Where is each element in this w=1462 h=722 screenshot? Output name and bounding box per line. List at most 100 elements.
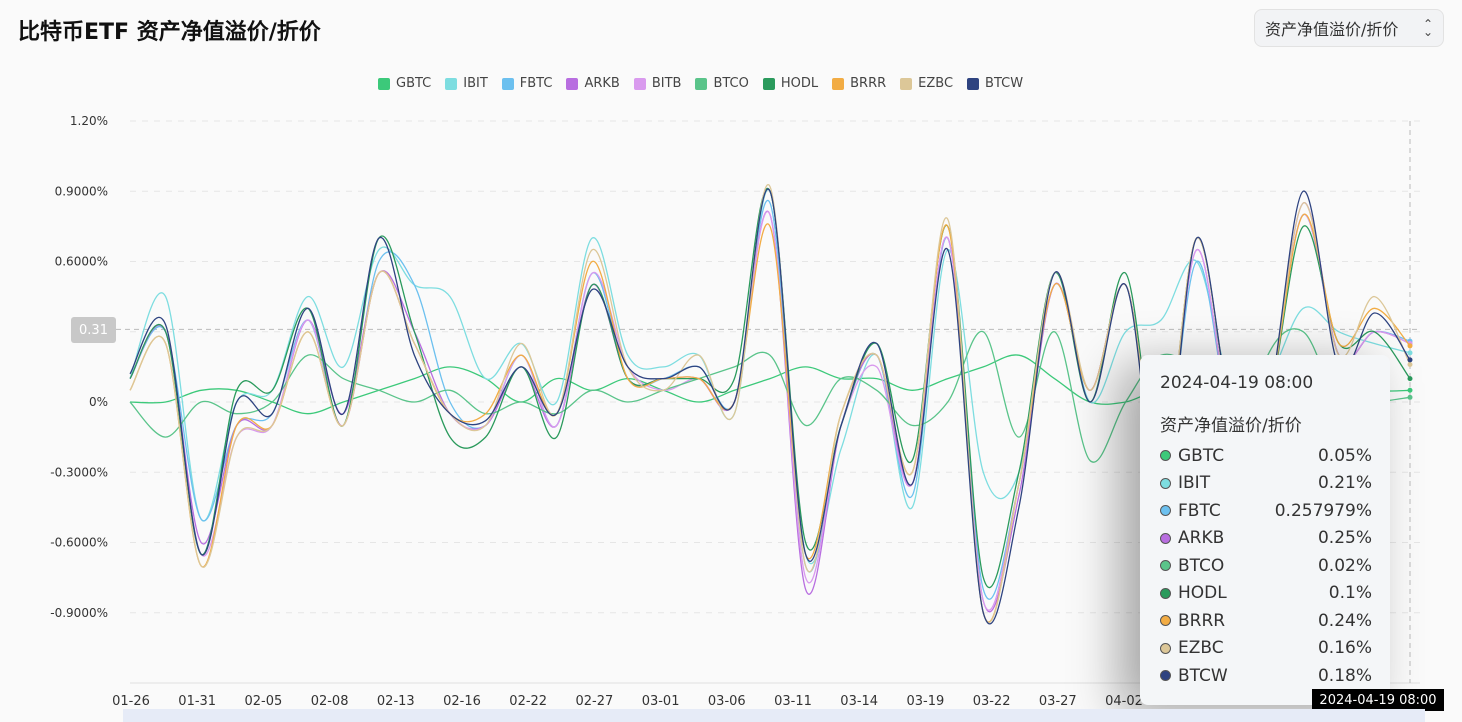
legend-item-hodl[interactable]: HODL	[762, 76, 819, 91]
x-tick-label: 04-02	[1105, 694, 1143, 709]
tooltip-series-name: BTCO	[1178, 555, 1225, 576]
tooltip-series-value: 0.16%	[1317, 638, 1372, 659]
y-tick-label: 1.20%	[70, 114, 108, 128]
tooltip: 2024-04-19 08:00 资产净值溢价/折价 GBTC 0.05% IBIT…	[1140, 355, 1390, 705]
tooltip-row-arkb: ARKB 0.25%	[1160, 525, 1372, 553]
tooltip-series-value: 0.25%	[1317, 528, 1372, 549]
tooltip-row-hodl: HODL 0.1%	[1160, 580, 1372, 608]
legend-item-fbtc[interactable]: FBTC	[501, 76, 553, 91]
x-tick-label: 02-22	[509, 694, 547, 709]
y-tick-label: 0.6000%	[55, 255, 108, 269]
tooltip-series-name: BRRR	[1178, 610, 1226, 631]
legend-swatch	[633, 77, 646, 90]
tooltip-series-value: 0.1%	[1328, 583, 1372, 604]
tooltip-series-name: GBTC	[1178, 445, 1225, 466]
series-end-point-gbtc	[1407, 387, 1413, 393]
legend-swatch	[695, 77, 708, 90]
tooltip-series-value: 0.21%	[1317, 473, 1372, 494]
legend-label: FBTC	[519, 76, 553, 91]
x-tick-label: 02-13	[377, 694, 415, 709]
series-end-point-btcw	[1407, 357, 1413, 363]
chart-legend: GBTC IBIT FBTC ARKB BITB BTCO HODL BRRR EZBC BTCW	[378, 76, 1023, 91]
x-tick-label: 02-05	[245, 694, 283, 709]
tooltip-row-btcw: BTCW 0.18%	[1160, 662, 1372, 690]
legend-swatch	[832, 77, 845, 90]
series-end-point-ibit	[1407, 350, 1413, 356]
legend-item-ezbc[interactable]: EZBC	[900, 76, 953, 91]
x-tick-label: 03-19	[907, 694, 945, 709]
tooltip-series-value: 0.05%	[1317, 445, 1372, 466]
tooltip-series-name: EZBC	[1178, 638, 1224, 659]
y-tick-label: 0%	[89, 395, 108, 409]
tooltip-series-value: 0.02%	[1317, 555, 1372, 576]
tooltip-series-dot	[1160, 450, 1171, 462]
legend-item-arkb[interactable]: ARKB	[566, 76, 620, 91]
x-tick-label: 03-14	[840, 694, 878, 709]
legend-item-ibit[interactable]: IBIT	[445, 76, 488, 91]
crosshair-x-label: 2024-04-19 08:00	[1312, 689, 1444, 711]
tooltip-series-dot	[1160, 560, 1171, 572]
legend-swatch	[900, 77, 913, 90]
legend-swatch	[445, 77, 458, 90]
legend-swatch	[501, 77, 514, 90]
tooltip-series-dot	[1160, 477, 1171, 489]
legend-swatch	[967, 77, 980, 90]
tooltip-series-dot	[1160, 642, 1171, 654]
x-tick-label: 03-22	[973, 694, 1011, 709]
series-line-btcw	[129, 188, 1411, 625]
tooltip-series-name: IBIT	[1178, 473, 1211, 494]
x-tick-label: 01-26	[112, 694, 150, 709]
tooltip-row-gbtc: GBTC 0.05%	[1160, 442, 1372, 470]
tooltip-series-value: 0.24%	[1317, 610, 1372, 631]
crosshair-y-label: 0.31	[71, 317, 116, 343]
legend-item-btco[interactable]: BTCO	[695, 76, 749, 91]
tooltip-series-dot	[1160, 532, 1171, 544]
metric-select-label: 资产净值溢价/折价	[1265, 20, 1399, 39]
tooltip-series-name: BTCW	[1178, 665, 1228, 686]
x-tick-label: 02-27	[576, 694, 614, 709]
x-tick-label: 01-31	[178, 694, 216, 709]
tooltip-series-dot	[1160, 587, 1171, 599]
metric-select[interactable]: 资产净值溢价/折价 ⌃ ⌄	[1254, 9, 1444, 47]
tooltip-series-value: 0.18%	[1317, 665, 1372, 686]
x-tick-label: 02-08	[311, 694, 349, 709]
legend-label: BTCW	[985, 76, 1024, 91]
legend-item-brrr[interactable]: BRRR	[832, 76, 886, 91]
tooltip-series-name: FBTC	[1178, 500, 1221, 521]
series-end-point-btco	[1407, 394, 1413, 400]
tooltip-row-btco: BTCO 0.02%	[1160, 552, 1372, 580]
legend-label: ARKB	[584, 76, 620, 91]
legend-item-bitb[interactable]: BITB	[633, 76, 681, 91]
y-tick-label: -0.9000%	[50, 606, 108, 620]
legend-label: GBTC	[396, 76, 432, 91]
y-tick-label: -0.6000%	[50, 536, 108, 550]
page-title: 比特币ETF 资产净值溢价/折价	[18, 20, 321, 45]
legend-label: BTCO	[713, 76, 749, 91]
legend-item-gbtc[interactable]: GBTC	[378, 76, 431, 91]
legend-label: EZBC	[918, 76, 954, 91]
legend-label: BRRR	[850, 76, 887, 91]
series-end-point-brrr	[1407, 343, 1413, 349]
tooltip-series-dot	[1160, 615, 1171, 627]
x-tick-label: 02-16	[443, 694, 481, 709]
tooltip-row-brrr: BRRR 0.24%	[1160, 607, 1372, 635]
legend-label: HODL	[780, 76, 819, 91]
legend-item-btcw[interactable]: BTCW	[967, 76, 1023, 91]
tooltip-row-fbtc: FBTC 0.257979%	[1160, 497, 1372, 525]
tooltip-series-dot	[1160, 505, 1171, 517]
tooltip-heading: 资产净值溢价/折价	[1160, 416, 1302, 436]
x-tick-label: 03-01	[642, 694, 680, 709]
series-end-point-hodl	[1407, 376, 1413, 382]
tooltip-series-value: 0.257979%	[1274, 500, 1372, 521]
tooltip-time: 2024-04-19 08:00	[1160, 373, 1314, 393]
tooltip-row-ezbc: EZBC 0.16%	[1160, 635, 1372, 663]
tooltip-series-name: ARKB	[1178, 528, 1225, 549]
legend-swatch	[378, 77, 390, 90]
x-tick-label: 03-27	[1039, 694, 1077, 709]
x-tick-label: 03-06	[708, 694, 746, 709]
tooltip-series-dot	[1160, 670, 1171, 682]
legend-swatch	[762, 77, 775, 90]
zoom-scrollbar[interactable]	[123, 709, 1425, 722]
y-tick-label: 0.9000%	[55, 184, 108, 198]
